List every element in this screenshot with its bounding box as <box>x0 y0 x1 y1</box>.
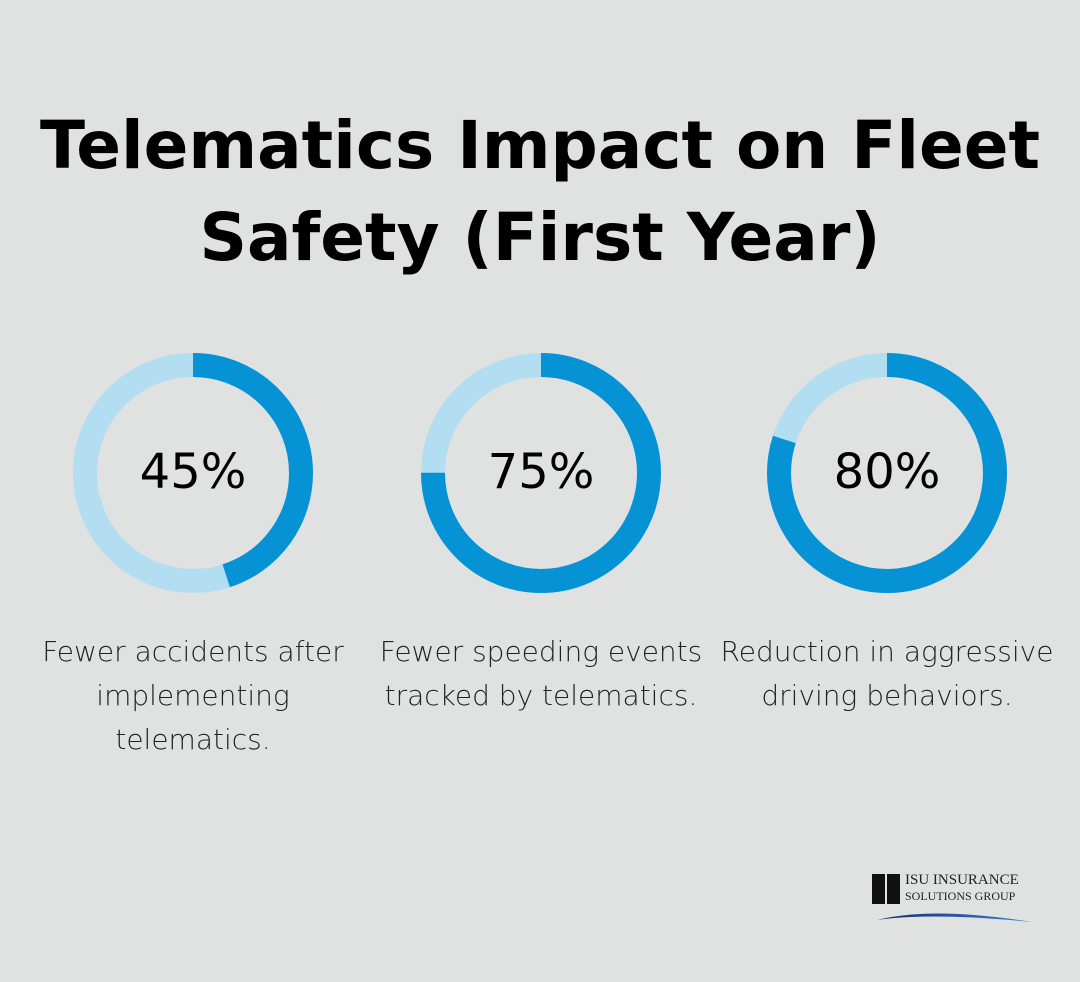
stat-value: 80% <box>833 444 941 500</box>
stat-value: 75% <box>487 444 595 500</box>
donut-ring <box>73 353 313 593</box>
logo-emblem <box>872 874 900 904</box>
stat-card-aggressive: 80% Reduction in aggressive driving beha… <box>714 350 1060 718</box>
stat-description: Fewer accidents after implementing telem… <box>42 635 344 756</box>
stat-card-accidents: 45% Fewer accidents after implementing t… <box>20 350 366 762</box>
stat-description: Fewer speeding events tracked by telemat… <box>379 635 703 712</box>
stat-card-speeding: 75% Fewer speeding events tracked by tel… <box>368 350 714 718</box>
logo-line-1: ISU INSURANCE <box>905 872 1019 888</box>
donut-value-arc <box>767 353 1007 593</box>
stat-description: Reduction in aggressive driving behavior… <box>720 635 1054 712</box>
company-logo: ISU INSURANCE SOLUTIONS GROUP <box>872 872 1042 932</box>
donut-ring <box>421 353 661 593</box>
logo-wave-icon <box>877 913 1032 922</box>
logo-line-2: SOLUTIONS GROUP <box>905 889 1016 903</box>
stat-value: 45% <box>139 444 247 500</box>
donut-ring <box>767 353 1007 593</box>
donut-value-arc <box>73 353 313 593</box>
donut-value-arc <box>421 353 661 593</box>
page-title: Telematics Impact on Fleet Safety (First… <box>39 107 1041 276</box>
